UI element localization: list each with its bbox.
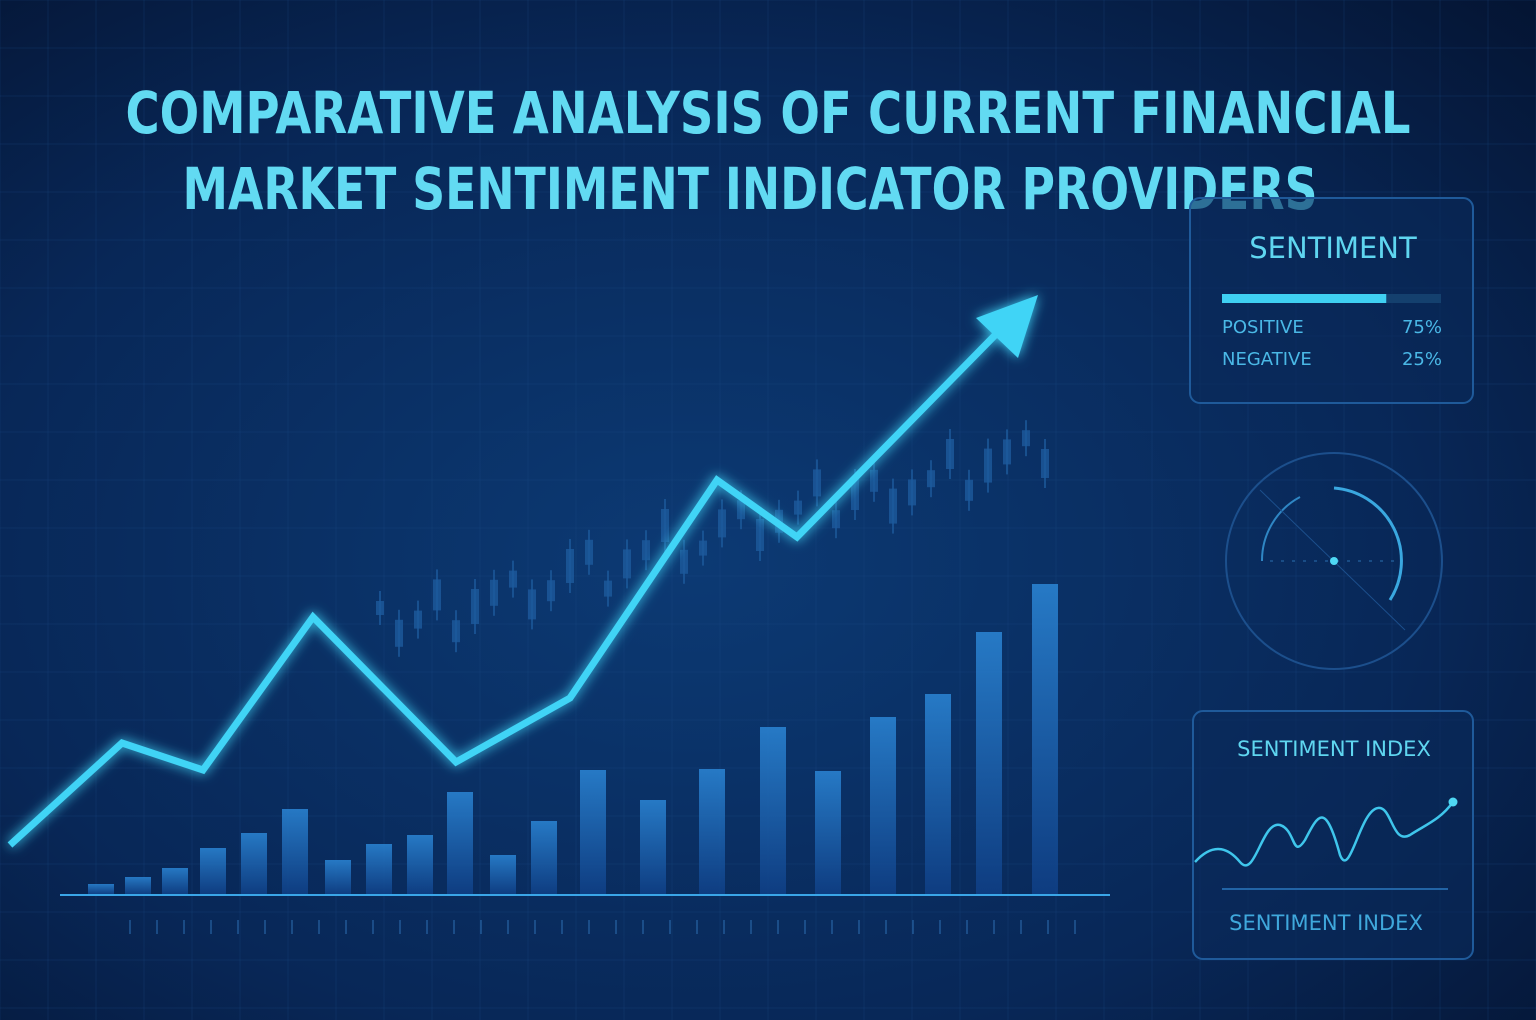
candle-body [699, 540, 707, 556]
candle-body [813, 469, 821, 497]
progress-fill [1222, 294, 1387, 303]
trend-line [7, 322, 1008, 848]
index-dot [1448, 797, 1458, 807]
candle-body [642, 540, 650, 561]
index-panel: SENTIMENT INDEX SENTIMENT INDEX [1192, 710, 1474, 960]
candle-body [889, 488, 897, 524]
candle-body [794, 500, 802, 515]
candle-body [718, 509, 726, 538]
bar-shape [699, 769, 725, 895]
candle-body [604, 580, 612, 597]
title-line: COMPARATIVE ANALYSIS OF CURRENT FINANCIA… [126, 79, 1411, 147]
bar-shape [760, 727, 786, 895]
candle-body [908, 479, 916, 506]
row-label: POSITIVE [1222, 317, 1304, 338]
candle-body [566, 549, 574, 583]
trend-arrow [976, 295, 1038, 358]
candle-body [870, 469, 878, 492]
sentiment-panel: SENTIMENT POSITIVE 75% NEGATIVE 25% [1189, 197, 1474, 404]
candle-body [680, 549, 688, 574]
bar-shape [1032, 584, 1058, 895]
panel-title: SENTIMENT [1249, 231, 1417, 265]
gauge-center [1330, 557, 1338, 565]
bar-shape [976, 632, 1002, 895]
row-label: NEGATIVE [1222, 349, 1312, 370]
gauge-ring [1225, 452, 1443, 670]
candle-body [1041, 449, 1049, 478]
candle-body [756, 519, 764, 551]
candle-body [623, 549, 631, 579]
gauge-arc [1260, 496, 1301, 562]
candle-body [946, 439, 954, 469]
bar-shape [162, 868, 188, 895]
bar-shape [125, 877, 151, 895]
bar-shape [325, 860, 351, 895]
candle-body [528, 589, 536, 620]
candle-body [661, 509, 669, 542]
gauge-arc [1333, 486, 1403, 601]
candle-body [490, 579, 498, 606]
candle-body [433, 579, 441, 611]
bar-shape [490, 855, 516, 895]
candle-body [927, 470, 935, 488]
bar-shape [200, 848, 226, 895]
baseline-ticks [129, 920, 1076, 934]
candle-body [414, 610, 422, 629]
candle-body [585, 539, 593, 565]
row-value: 75% [1402, 317, 1442, 338]
bar-shape [282, 809, 308, 895]
candle-body [851, 479, 859, 510]
bar-shape [925, 694, 951, 895]
candle-body [1003, 439, 1011, 465]
bar-shape [531, 821, 557, 895]
candle-body [547, 580, 555, 602]
bar-graphic [88, 584, 1058, 895]
bar-shape [580, 770, 606, 895]
bar-shape [366, 844, 392, 895]
row-value: 25% [1402, 349, 1442, 370]
candle-body [509, 570, 517, 588]
panel-title: SENTIMENT INDEX [1237, 737, 1431, 761]
candle-body [471, 589, 479, 624]
candle-body [984, 448, 992, 483]
bar-shape [88, 884, 114, 895]
candle-body [737, 500, 745, 520]
gauge [1225, 452, 1443, 670]
candle-body [1022, 430, 1030, 447]
bar-shape [241, 833, 267, 895]
candle-body [376, 601, 384, 615]
index-wave [1194, 801, 1455, 867]
candle-body [832, 510, 840, 529]
bar-shape [870, 717, 896, 895]
bar-shape [815, 771, 841, 895]
bar-shape [640, 800, 666, 895]
candle-body [452, 620, 460, 643]
candle-body [395, 619, 403, 647]
candle-body [965, 479, 973, 501]
bar-shape [407, 835, 433, 895]
panel-footer: SENTIMENT INDEX [1229, 911, 1423, 935]
bar-shape [447, 792, 473, 895]
title-line: MARKET SENTIMENT INDICATOR PROVIDERS [183, 155, 1318, 223]
